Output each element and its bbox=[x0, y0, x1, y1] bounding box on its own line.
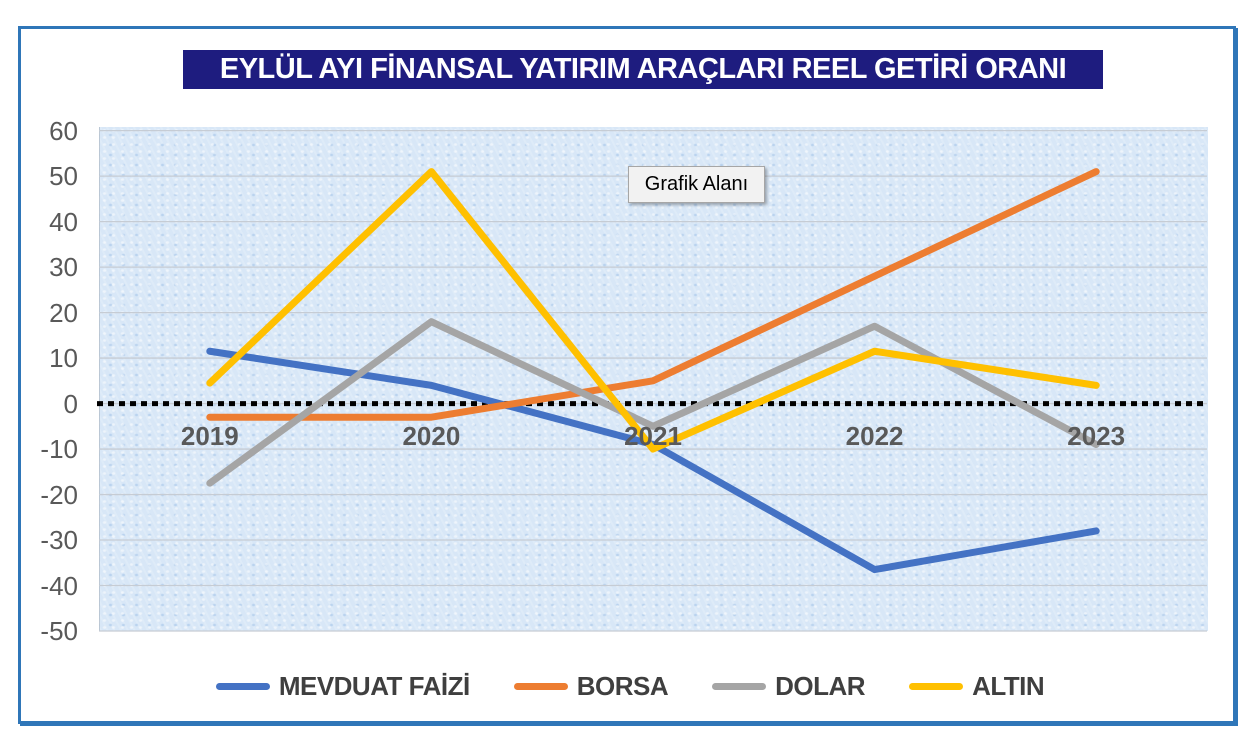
legend-swatch-borsa bbox=[513, 682, 568, 690]
legend-label: BORSA bbox=[576, 670, 669, 701]
legend-label: ALTIN bbox=[972, 670, 1045, 701]
y-axis-tick-label: -50 bbox=[40, 616, 78, 646]
series-line-altin[interactable] bbox=[206, 168, 1100, 453]
y-axis-tick-label: -10 bbox=[40, 434, 78, 465]
y-axis-tick-label: 40 bbox=[49, 206, 78, 237]
y-axis-tick-label: -40 bbox=[40, 570, 78, 601]
y-axis-tick-label: 20 bbox=[49, 297, 78, 328]
legend-swatch-altin bbox=[909, 682, 964, 690]
x-axis-label: 2022 bbox=[845, 420, 904, 451]
y-axis-tick-label: 50 bbox=[49, 161, 78, 192]
y-axis-tick-label: 0 bbox=[63, 388, 78, 419]
chart-legend: MEVDUAT FAİZİ BORSA DOLAR ALTIN bbox=[20, 668, 1240, 704]
legend-item-borsa[interactable]: BORSA bbox=[513, 670, 669, 702]
y-axis-tick-label: 30 bbox=[49, 252, 78, 283]
legend-item-mevduat-faizi[interactable]: MEVDUAT FAİZİ bbox=[215, 670, 470, 702]
x-axis-label: 2021 bbox=[624, 420, 682, 451]
y-axis-tick-label: 10 bbox=[49, 343, 78, 374]
x-axis-label: 2019 bbox=[180, 420, 239, 451]
legend-label: MEVDUAT FAİZİ bbox=[278, 670, 470, 701]
legend-item-altin[interactable]: ALTIN bbox=[909, 670, 1045, 702]
legend-swatch-dolar bbox=[712, 682, 767, 690]
x-axis-label: 2023 bbox=[1067, 420, 1126, 451]
series-line-borsa[interactable] bbox=[206, 168, 1100, 421]
x-axis-label: 2020 bbox=[402, 420, 461, 451]
legend-label: DOLAR bbox=[775, 670, 866, 701]
y-axis-tick-label: -20 bbox=[40, 479, 78, 510]
y-axis-tick-label: 60 bbox=[49, 115, 78, 146]
legend-item-dolar[interactable]: DOLAR bbox=[712, 670, 866, 702]
legend-swatch-mevduat-faizi bbox=[215, 682, 270, 690]
chart-title: EYLÜL AYI FİNANSAL YATIRIM ARAÇLARI REEL… bbox=[183, 50, 1103, 89]
y-axis-tick-label: -30 bbox=[40, 525, 78, 556]
chart-area-tooltip: Grafik Alanı bbox=[628, 166, 765, 203]
